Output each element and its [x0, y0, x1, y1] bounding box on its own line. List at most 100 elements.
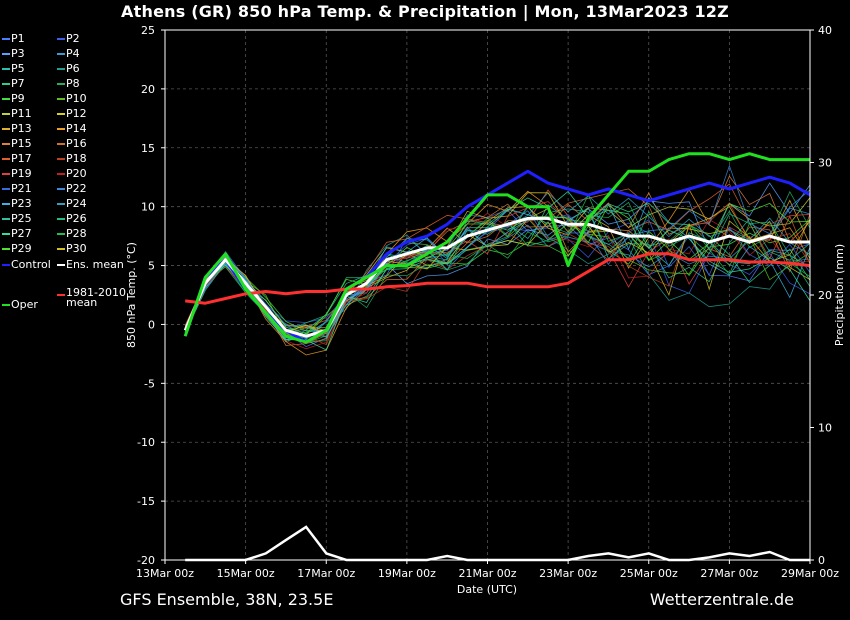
x-axis-ticks: 13Mar 00z 15Mar 00z 17Mar 00z 19Mar 00z 21Ma…: [136, 560, 839, 580]
grid: [164, 29, 811, 561]
legend-label: P22: [66, 182, 87, 195]
legend-swatch: [57, 203, 65, 205]
legend-swatch: [2, 264, 10, 266]
precipitation-lines: [185, 525, 810, 562]
x-tick-label-1: 15Mar 00z: [217, 567, 275, 580]
legend-label: P15: [11, 137, 32, 150]
y-axis-ticks: -20 -15 -10 -5 0 5 10 15 20 25: [137, 24, 165, 567]
legend-label: P25: [11, 212, 32, 225]
x-tick-label-3: 19Mar 00z: [378, 567, 436, 580]
x-tick-label-2: 17Mar 00z: [297, 567, 355, 580]
legend-swatch: [57, 68, 65, 70]
y-tick-label-6: 10: [141, 201, 155, 214]
legend-swatch: [57, 98, 65, 100]
series-line-1981-2010-mean: [185, 252, 811, 305]
perturbation-line-9: [184, 219, 811, 332]
legend-label: P4: [66, 47, 80, 60]
legend-label: P29: [11, 242, 32, 255]
legend-label: Oper: [11, 298, 38, 311]
legend-swatch: [2, 143, 10, 145]
perturbation-line-17: [184, 183, 811, 334]
y2-axis-ticks: 0 10 20 30 40: [810, 24, 832, 567]
y2-tick-label-0: 0: [818, 554, 825, 567]
perturbation-line-20: [184, 212, 811, 350]
x-tick-label-0: 13Mar 00z: [136, 567, 194, 580]
chart-title: Athens (GR) 850 hPa Temp. & Precipitatio…: [121, 2, 729, 21]
series-line-ens-mean: [183, 216, 810, 338]
legend-label: P7: [11, 77, 25, 90]
legend-swatch: [57, 113, 65, 115]
legend-label: P21: [11, 182, 32, 195]
legend-swatch: [2, 53, 10, 55]
legend-swatch: [57, 143, 65, 145]
legend-label: P13: [11, 122, 32, 135]
legend-label: 1981-2010 mean: [66, 286, 126, 309]
legend-label: P24: [66, 197, 87, 210]
legend-swatch: [2, 188, 10, 190]
legend-swatch: [2, 113, 10, 115]
legend-swatch: [2, 304, 10, 306]
footer-model: GFS Ensemble, 38N, 23.5E: [120, 590, 334, 609]
legend-swatch: [57, 248, 65, 250]
legend-label: P17: [11, 152, 32, 165]
y-tick-label-4: 0: [148, 318, 155, 331]
x-tick-label-7: 27Mar 00z: [700, 567, 758, 580]
y-tick-label-8: 20: [141, 83, 155, 96]
legend-label: P8: [66, 77, 80, 90]
legend-label: Ens. mean: [66, 258, 124, 271]
legend-label: P18: [66, 152, 87, 165]
legend-swatch: [2, 98, 10, 100]
legend-label: P3: [11, 47, 25, 60]
legend-swatch: [2, 158, 10, 160]
legend-swatch: [57, 173, 65, 175]
precip-line-ens-mean: [185, 525, 810, 562]
perturbation-line-27: [184, 190, 811, 351]
perturbation-line-15: [184, 175, 811, 346]
y-axis-label: 850 hPa Temp. (°C): [125, 242, 138, 348]
legend-label: P30: [66, 242, 87, 255]
legend-swatch: [57, 53, 65, 55]
legend-swatch: [57, 264, 65, 266]
legend: P1 P2 P3 P4 P5 P6 P7 P8 P9 P10 P11 P12 P13 P14 P15 P16 P…: [0, 32, 135, 322]
legend-swatch: [57, 158, 65, 160]
legend-swatch: [2, 128, 10, 130]
legend-label: P5: [11, 62, 25, 75]
y-tick-label-1: -15: [137, 495, 155, 508]
legend-swatch: [2, 218, 10, 220]
legend-swatch: [2, 38, 10, 40]
legend-swatch: [57, 83, 65, 85]
x-axis-label: Date (UTC): [457, 583, 517, 596]
legend-label: P6: [66, 62, 80, 75]
legend-label: P10: [66, 92, 87, 105]
legend-label: Control: [11, 258, 51, 271]
legend-label: P26: [66, 212, 87, 225]
legend-label: P16: [66, 137, 87, 150]
legend-swatch: [57, 233, 65, 235]
y2-tick-label-4: 40: [818, 24, 832, 37]
y-tick-label-7: 15: [141, 142, 155, 155]
legend-label: P11: [11, 107, 32, 120]
legend-swatch: [57, 218, 65, 220]
legend-swatch: [57, 294, 65, 296]
legend-swatch: [57, 38, 65, 40]
perturbation-line-21: [184, 209, 811, 338]
series-line-oper: [183, 152, 810, 344]
legend-label: P19: [11, 167, 32, 180]
legend-swatch: [2, 203, 10, 205]
x-tick-label-8: 29Mar 00z: [781, 567, 839, 580]
legend-label: P1: [11, 32, 25, 45]
y-tick-label-3: -5: [144, 377, 155, 390]
legend-label: P9: [11, 92, 25, 105]
legend-label: P12: [66, 107, 87, 120]
legend-swatch: [2, 83, 10, 85]
perturbation-line-14: [184, 188, 811, 356]
y-tick-label-0: -20: [137, 554, 155, 567]
legend-label: P28: [66, 227, 87, 240]
legend-label: P20: [66, 167, 87, 180]
y2-tick-label-1: 10: [818, 422, 832, 435]
legend-label: P23: [11, 197, 32, 210]
y2-axis-label: Precipitation (mm): [833, 244, 846, 346]
legend-swatch: [2, 233, 10, 235]
y-tick-label-9: 25: [141, 24, 155, 37]
